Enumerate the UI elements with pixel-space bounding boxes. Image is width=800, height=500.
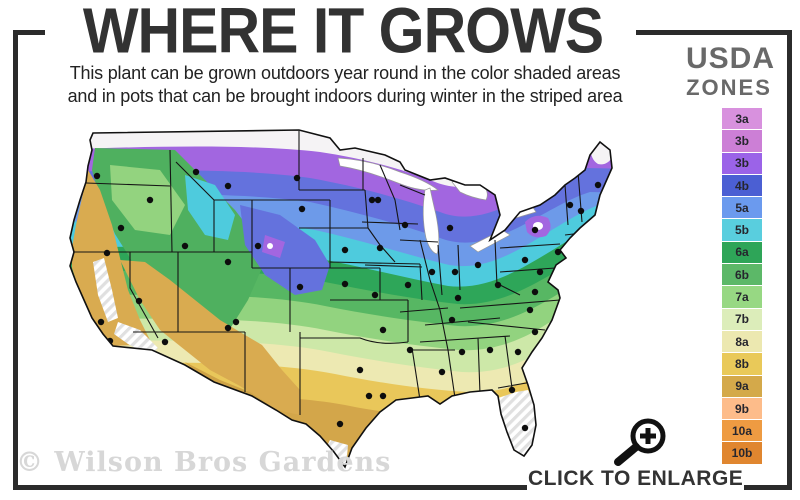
city-dot xyxy=(336,420,344,428)
city-dot xyxy=(93,172,101,180)
city-dot xyxy=(161,338,169,346)
subtitle-line-2: and in pots that can be brought indoors … xyxy=(67,86,623,106)
city-dot xyxy=(521,256,529,264)
city-dot xyxy=(135,297,143,305)
city-dot xyxy=(454,294,462,302)
city-dot xyxy=(566,201,574,209)
city-dot xyxy=(406,346,414,354)
city-dot xyxy=(486,346,494,354)
city-dot xyxy=(494,281,502,289)
legend-zone-swatch: 10b xyxy=(722,442,762,464)
legend-zone-swatch: 5a xyxy=(722,197,762,219)
striped-area-california-valley xyxy=(93,258,118,322)
frame-border-left xyxy=(13,30,18,490)
legend-zone-swatch: 7b xyxy=(722,308,762,330)
page-title: WHERE IT GROWS xyxy=(82,0,604,67)
city-dot xyxy=(376,244,384,252)
city-dot xyxy=(379,326,387,334)
city-dot xyxy=(438,368,446,376)
city-dot xyxy=(474,261,482,269)
city-dots-layer xyxy=(93,168,602,432)
city-dot xyxy=(451,268,459,276)
legend-zone-swatch: 6a xyxy=(722,241,762,264)
city-dot xyxy=(379,392,387,400)
legend-zone-swatch: 8b xyxy=(722,353,762,375)
city-dot xyxy=(365,392,373,400)
city-dot xyxy=(448,316,456,324)
city-dot xyxy=(224,182,232,190)
city-dot xyxy=(586,223,594,231)
legend-zone-swatch: 3b xyxy=(722,130,762,152)
frame-border-bottom-left xyxy=(13,485,527,490)
frame-border-top-right xyxy=(636,30,792,35)
city-dot xyxy=(531,328,539,336)
frame-border-bottom-right xyxy=(744,485,792,490)
city-dot xyxy=(446,224,454,232)
city-dot xyxy=(296,283,304,291)
frame-border-top-left xyxy=(13,30,45,35)
city-dot xyxy=(146,196,154,204)
city-dot xyxy=(103,249,111,257)
city-dot xyxy=(192,168,200,176)
usa-map-graphic xyxy=(69,129,613,469)
legend-zone-swatch: 10a xyxy=(722,420,762,442)
legend-title: USDA ZONES xyxy=(686,42,776,100)
city-dot xyxy=(521,424,529,432)
legend-zone-swatch: 9b xyxy=(722,397,762,420)
city-dot xyxy=(574,236,582,244)
city-dot xyxy=(401,221,409,229)
city-dot xyxy=(368,196,376,204)
striped-area-south-texas xyxy=(326,440,348,467)
legend-zone-swatch: 5b xyxy=(722,219,762,241)
legend-zone-swatch: 8a xyxy=(722,330,762,353)
city-dot xyxy=(531,288,539,296)
city-dot xyxy=(224,258,232,266)
city-dot xyxy=(254,242,262,250)
usda-zones-legend: USDA ZONES 3a 3b 3b 4b 5a 5b 6a 6b 7a 7b 8a 8b 9a 9b 1… xyxy=(686,42,776,464)
city-dot xyxy=(341,280,349,288)
legend-zone-swatch: 7a xyxy=(722,286,762,308)
subtitle-line-1: This plant can be grown outdoors year ro… xyxy=(69,63,621,83)
usda-zone-map[interactable] xyxy=(50,105,690,487)
city-dot xyxy=(458,348,466,356)
city-dot xyxy=(508,386,516,394)
city-dot xyxy=(341,246,349,254)
legend-title-line-1: USDA xyxy=(686,42,776,75)
city-dot xyxy=(181,242,189,250)
click-to-enlarge-button[interactable]: CLICK TO ENLARGE xyxy=(528,467,744,490)
city-dot xyxy=(374,196,382,204)
city-dot xyxy=(428,268,436,276)
city-dot xyxy=(531,226,539,234)
magnifier-plus-icon[interactable] xyxy=(608,414,674,468)
city-dot xyxy=(97,318,105,326)
city-dot xyxy=(404,281,412,289)
city-dot xyxy=(577,207,585,215)
legend-zone-swatch: 3b xyxy=(722,152,762,174)
legend-zone-swatch: 3a xyxy=(722,108,762,130)
city-dot xyxy=(371,291,379,299)
frame-border-right xyxy=(787,30,792,490)
city-dot xyxy=(293,174,301,182)
city-dot xyxy=(536,268,544,276)
striped-area-florida xyxy=(498,390,538,457)
city-dot xyxy=(224,324,232,332)
watermark: © Wilson Bros Gardens xyxy=(16,447,392,478)
city-dot xyxy=(117,224,125,232)
legend-zone-swatch: 6b xyxy=(722,264,762,286)
city-dot xyxy=(594,181,602,189)
striped-area-socal-desert xyxy=(114,322,158,356)
zone-shading-layer xyxy=(70,130,612,467)
legend-zone-swatch: 9a xyxy=(722,375,762,397)
city-dot xyxy=(232,318,240,326)
city-dot xyxy=(514,348,522,356)
legend-zone-swatch: 4b xyxy=(722,174,762,197)
legend-title-line-2: ZONES xyxy=(686,75,772,100)
usa-outline xyxy=(69,129,613,469)
subtitle: This plant can be grown outdoors year ro… xyxy=(40,62,650,108)
city-dot xyxy=(526,306,534,314)
city-dot xyxy=(356,366,364,374)
legend-zone-list: 3a 3b 3b 4b 5a 5b 6a 6b 7a 7b 8a 8b 9a 9b 10a 10b xyxy=(722,108,762,464)
city-dot xyxy=(298,205,306,213)
